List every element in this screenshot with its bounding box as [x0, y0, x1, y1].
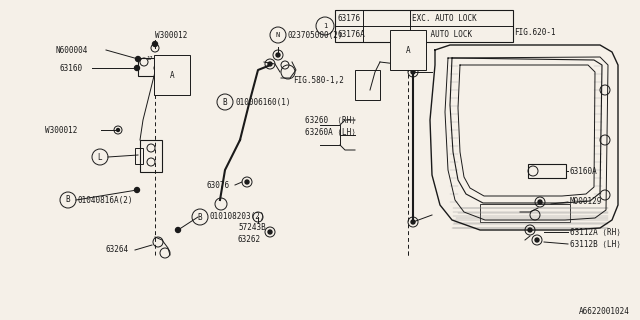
Text: N: N	[276, 32, 280, 38]
Bar	[138, 58, 168, 76]
Text: W300012: W300012	[45, 125, 77, 134]
Circle shape	[268, 62, 272, 66]
Bar	[135, 148, 143, 164]
Text: 63112B ⟨LH⟩: 63112B ⟨LH⟩	[570, 239, 621, 249]
Text: 01040816A(2): 01040816A(2)	[78, 196, 134, 204]
Text: 63260  ⟨RH⟩: 63260 ⟨RH⟩	[305, 116, 356, 124]
Text: M000129: M000129	[570, 197, 602, 206]
Text: A: A	[406, 45, 410, 54]
Circle shape	[245, 180, 249, 184]
Text: 023705000(2): 023705000(2)	[288, 30, 344, 39]
Text: 63112A ⟨RH⟩: 63112A ⟨RH⟩	[570, 228, 621, 236]
Circle shape	[134, 188, 140, 193]
Bar	[355, 70, 380, 100]
Text: 63160A: 63160A	[570, 166, 598, 175]
Bar	[528, 164, 566, 178]
Circle shape	[535, 238, 539, 242]
Circle shape	[134, 66, 140, 70]
Text: 63260A ⟨LH⟩: 63260A ⟨LH⟩	[305, 127, 356, 137]
Text: 63176A: 63176A	[337, 29, 365, 38]
Text: 010006160(1): 010006160(1)	[235, 98, 291, 107]
Text: L: L	[98, 153, 102, 162]
Text: W300012: W300012	[155, 30, 188, 39]
Circle shape	[268, 230, 272, 234]
Circle shape	[116, 129, 120, 132]
Circle shape	[528, 228, 532, 232]
Text: 63160: 63160	[60, 63, 83, 73]
Text: B: B	[66, 196, 70, 204]
Text: A: A	[170, 70, 174, 79]
Text: FIG.580-1,2: FIG.580-1,2	[293, 76, 344, 84]
Text: 63076: 63076	[207, 180, 230, 189]
Text: 57243B: 57243B	[238, 222, 266, 231]
Text: 63262: 63262	[238, 236, 261, 244]
Circle shape	[411, 220, 415, 224]
Text: A6622001024: A6622001024	[579, 308, 630, 316]
Text: N600004: N600004	[55, 45, 88, 54]
Bar	[140, 140, 162, 172]
Text: B: B	[198, 212, 202, 221]
Bar	[335, 10, 513, 42]
Text: B: B	[223, 98, 227, 107]
Circle shape	[538, 200, 542, 204]
Circle shape	[152, 42, 157, 46]
Text: 010108203(2): 010108203(2)	[210, 212, 266, 221]
Text: FOR AUTO LOCK: FOR AUTO LOCK	[412, 29, 472, 38]
Text: 63264: 63264	[105, 245, 128, 254]
Circle shape	[411, 70, 415, 74]
Text: 17: 17	[147, 55, 153, 60]
Text: EXC. AUTO LOCK: EXC. AUTO LOCK	[412, 13, 477, 22]
Text: 63176: 63176	[337, 13, 360, 22]
Circle shape	[276, 53, 280, 57]
Text: 1: 1	[323, 23, 327, 29]
Circle shape	[136, 57, 141, 61]
Text: FIG.620-1: FIG.620-1	[514, 28, 556, 36]
Circle shape	[175, 228, 180, 233]
Bar	[480, 204, 570, 222]
